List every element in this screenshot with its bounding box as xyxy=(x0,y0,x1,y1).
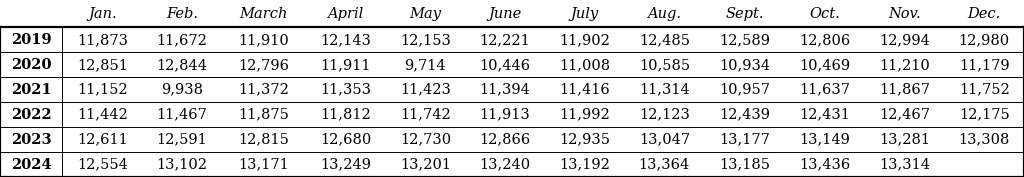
Text: 13,177: 13,177 xyxy=(719,133,770,147)
Text: 12,591: 12,591 xyxy=(157,133,207,147)
Text: 11,008: 11,008 xyxy=(559,58,610,72)
Text: 12,796: 12,796 xyxy=(239,58,290,72)
Text: 11,416: 11,416 xyxy=(559,83,610,97)
Text: 11,372: 11,372 xyxy=(239,83,289,97)
Text: 12,806: 12,806 xyxy=(799,33,850,47)
Text: 12,221: 12,221 xyxy=(479,33,530,47)
Text: 12,467: 12,467 xyxy=(879,108,930,122)
Text: Sept.: Sept. xyxy=(725,7,764,21)
Text: 11,672: 11,672 xyxy=(157,33,208,47)
Text: 11,992: 11,992 xyxy=(559,108,610,122)
Text: Oct.: Oct. xyxy=(809,7,840,21)
Text: 12,994: 12,994 xyxy=(879,33,930,47)
Text: 12,554: 12,554 xyxy=(77,158,128,172)
Text: May: May xyxy=(410,7,441,21)
Text: 12,815: 12,815 xyxy=(239,133,289,147)
Text: 10,957: 10,957 xyxy=(719,83,770,97)
Text: 12,680: 12,680 xyxy=(321,133,372,147)
Text: 9,714: 9,714 xyxy=(404,58,446,72)
Text: Jan.: Jan. xyxy=(88,7,117,21)
Text: 2020: 2020 xyxy=(11,58,51,72)
Text: Aug.: Aug. xyxy=(647,7,681,21)
Text: 13,185: 13,185 xyxy=(719,158,770,172)
Text: June: June xyxy=(488,7,521,21)
Text: 10,585: 10,585 xyxy=(639,58,690,72)
Text: 10,934: 10,934 xyxy=(719,58,770,72)
Text: 13,171: 13,171 xyxy=(239,158,289,172)
Text: 11,423: 11,423 xyxy=(400,83,451,97)
Text: 11,637: 11,637 xyxy=(800,83,850,97)
Text: 11,179: 11,179 xyxy=(958,58,1010,72)
Text: 9,938: 9,938 xyxy=(161,83,203,97)
Text: 2023: 2023 xyxy=(11,133,51,147)
Text: 11,210: 11,210 xyxy=(880,58,930,72)
Text: 13,192: 13,192 xyxy=(559,158,610,172)
Text: 12,123: 12,123 xyxy=(639,108,690,122)
Text: 11,467: 11,467 xyxy=(157,108,208,122)
Text: 11,394: 11,394 xyxy=(479,83,530,97)
Text: 13,436: 13,436 xyxy=(799,158,850,172)
Text: 13,149: 13,149 xyxy=(800,133,850,147)
Text: 12,866: 12,866 xyxy=(479,133,530,147)
Text: March: March xyxy=(240,7,288,21)
Text: April: April xyxy=(328,7,364,21)
Text: 11,752: 11,752 xyxy=(958,83,1010,97)
Text: 13,201: 13,201 xyxy=(399,158,451,172)
Text: 11,812: 11,812 xyxy=(321,108,371,122)
Text: 10,469: 10,469 xyxy=(800,58,850,72)
Text: 12,730: 12,730 xyxy=(399,133,451,147)
Text: 11,875: 11,875 xyxy=(239,108,289,122)
Text: 13,240: 13,240 xyxy=(479,158,530,172)
Text: 2024: 2024 xyxy=(11,158,51,172)
Text: Feb.: Feb. xyxy=(166,7,198,21)
Text: 13,249: 13,249 xyxy=(321,158,371,172)
Text: 13,281: 13,281 xyxy=(879,133,930,147)
Text: 11,913: 11,913 xyxy=(479,108,530,122)
Text: 12,439: 12,439 xyxy=(719,108,770,122)
Text: Nov.: Nov. xyxy=(888,7,921,21)
Text: 2019: 2019 xyxy=(11,33,51,47)
Text: July: July xyxy=(570,7,599,21)
Text: 13,308: 13,308 xyxy=(958,133,1010,147)
Text: 11,353: 11,353 xyxy=(321,83,371,97)
Text: 12,851: 12,851 xyxy=(77,58,128,72)
Text: 11,910: 11,910 xyxy=(239,33,289,47)
Text: 12,844: 12,844 xyxy=(157,58,208,72)
Text: 12,611: 12,611 xyxy=(77,133,128,147)
Text: 12,589: 12,589 xyxy=(719,33,770,47)
Text: 12,143: 12,143 xyxy=(321,33,371,47)
Text: 12,431: 12,431 xyxy=(800,108,850,122)
Text: 12,485: 12,485 xyxy=(639,33,690,47)
Text: 12,935: 12,935 xyxy=(559,133,610,147)
Text: 11,873: 11,873 xyxy=(77,33,128,47)
Text: Dec.: Dec. xyxy=(968,7,1000,21)
Text: 13,364: 13,364 xyxy=(639,158,690,172)
Text: 11,442: 11,442 xyxy=(77,108,128,122)
Text: 12,980: 12,980 xyxy=(958,33,1010,47)
Text: 11,152: 11,152 xyxy=(77,83,128,97)
Text: 2021: 2021 xyxy=(11,83,51,97)
Text: 13,047: 13,047 xyxy=(639,133,690,147)
Text: 13,314: 13,314 xyxy=(879,158,930,172)
Text: 11,902: 11,902 xyxy=(559,33,610,47)
Text: 13,102: 13,102 xyxy=(157,158,208,172)
Text: 11,742: 11,742 xyxy=(400,108,451,122)
Text: 12,153: 12,153 xyxy=(400,33,451,47)
Text: 12,175: 12,175 xyxy=(958,108,1010,122)
Text: 11,911: 11,911 xyxy=(321,58,371,72)
Text: 11,867: 11,867 xyxy=(879,83,930,97)
Text: 10,446: 10,446 xyxy=(479,58,530,72)
Text: 11,314: 11,314 xyxy=(639,83,690,97)
Text: 2022: 2022 xyxy=(11,108,51,122)
